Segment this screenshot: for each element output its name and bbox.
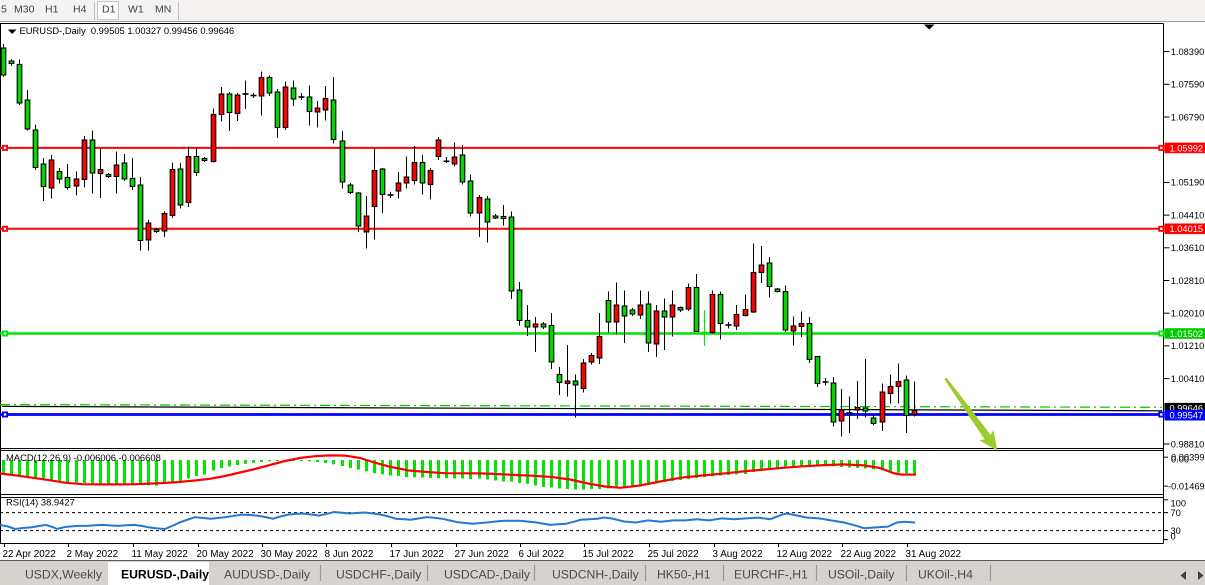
svg-text:0.00: 0.00 <box>1171 455 1189 465</box>
svg-text:EURUSD-,Daily: EURUSD-,Daily <box>121 568 209 582</box>
svg-text:2 May 2022: 2 May 2022 <box>67 549 119 560</box>
svg-text:1.01210: 1.01210 <box>1171 341 1205 351</box>
svg-text:M30: M30 <box>14 4 35 16</box>
svg-text:1.02810: 1.02810 <box>1171 276 1205 286</box>
svg-text:1.06790: 1.06790 <box>1171 112 1205 122</box>
svg-text:0.99646: 0.99646 <box>1170 404 1204 414</box>
svg-text:1.05190: 1.05190 <box>1171 178 1205 188</box>
svg-text:-0.01469: -0.01469 <box>1168 481 1205 491</box>
svg-text:1.08390: 1.08390 <box>1171 47 1205 57</box>
svg-text:30 May 2022: 30 May 2022 <box>261 549 318 560</box>
svg-text:22 Apr 2022: 22 Apr 2022 <box>3 549 56 560</box>
svg-text:MACD(12,26,9) -0.006006 -0.006: MACD(12,26,9) -0.006006 -0.006608 <box>6 452 161 463</box>
svg-text:0: 0 <box>1171 531 1176 541</box>
svg-text:1.04410: 1.04410 <box>1171 210 1205 220</box>
svg-text:USDCNH-,Daily: USDCNH-,Daily <box>552 568 640 582</box>
svg-text:W1: W1 <box>128 4 144 16</box>
svg-text:MN: MN <box>155 4 171 16</box>
svg-text:1.07590: 1.07590 <box>1171 80 1205 90</box>
svg-text:USDCHF-,Daily: USDCHF-,Daily <box>336 568 422 582</box>
svg-text:AUDUSD-,Daily: AUDUSD-,Daily <box>224 568 311 582</box>
svg-text:USOil-,Daily: USOil-,Daily <box>828 568 895 582</box>
svg-text:12 Aug 2022: 12 Aug 2022 <box>777 549 832 560</box>
svg-text:1.05992: 1.05992 <box>1170 143 1204 153</box>
svg-text:20 May 2022: 20 May 2022 <box>197 549 254 560</box>
svg-text:5: 5 <box>1 4 7 16</box>
svg-text:100: 100 <box>1171 499 1187 509</box>
svg-text:15 Jul 2022: 15 Jul 2022 <box>583 549 634 560</box>
svg-text:27 Jun 2022: 27 Jun 2022 <box>455 549 509 560</box>
svg-text:1.04015: 1.04015 <box>1170 224 1204 234</box>
svg-text:25 Jul 2022: 25 Jul 2022 <box>648 549 699 560</box>
svg-text:1.03610: 1.03610 <box>1171 243 1205 253</box>
svg-text:22 Aug 2022: 22 Aug 2022 <box>841 549 896 560</box>
svg-text:70: 70 <box>1171 508 1181 518</box>
svg-text:11 May 2022: 11 May 2022 <box>132 549 188 560</box>
svg-text:1.00410: 1.00410 <box>1171 374 1205 384</box>
svg-text:H4: H4 <box>73 4 87 16</box>
svg-text:HK50-,H1: HK50-,H1 <box>657 568 711 582</box>
svg-text:D1: D1 <box>102 4 116 16</box>
svg-text:1.02010: 1.02010 <box>1171 309 1205 319</box>
svg-text:USDX,Weekly: USDX,Weekly <box>25 568 103 582</box>
svg-text:8 Jun 2022: 8 Jun 2022 <box>325 549 374 560</box>
svg-text:H1: H1 <box>45 4 59 16</box>
svg-text:1.01502: 1.01502 <box>1170 329 1204 339</box>
svg-text:EURCHF-,H1: EURCHF-,H1 <box>734 568 808 582</box>
svg-text:0.00399: 0.00399 <box>1171 453 1205 463</box>
svg-text:0.99547: 0.99547 <box>1170 411 1204 421</box>
svg-text:EURUSD-,Daily 0.99505 1.00327: EURUSD-,Daily 0.99505 1.00327 0.99456 0.… <box>20 25 235 36</box>
svg-text:0.98810: 0.98810 <box>1171 439 1205 449</box>
svg-text:17 Jun 2022: 17 Jun 2022 <box>390 549 444 560</box>
svg-text:UKOil-,H4: UKOil-,H4 <box>918 568 973 582</box>
svg-text:RSI(14) 38.9427: RSI(14) 38.9427 <box>6 497 75 508</box>
svg-text:USDCAD-,Daily: USDCAD-,Daily <box>444 568 531 582</box>
svg-text:30: 30 <box>1171 526 1181 536</box>
svg-text:3 Aug 2022: 3 Aug 2022 <box>713 549 763 560</box>
svg-text:6 Jul 2022: 6 Jul 2022 <box>519 549 565 560</box>
svg-text:31 Aug 2022: 31 Aug 2022 <box>906 549 961 560</box>
